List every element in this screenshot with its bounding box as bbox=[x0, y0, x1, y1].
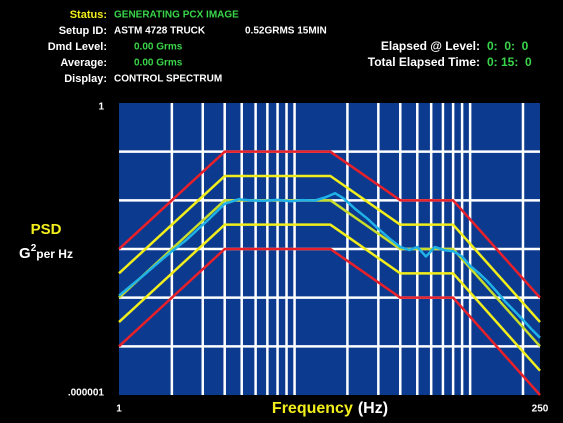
setup-id-value: ASTM 4728 TRUCK bbox=[114, 26, 206, 37]
series-line bbox=[118, 199, 541, 348]
average-value: 0.00 Grms bbox=[134, 58, 183, 69]
y-tick-label: .000001 bbox=[68, 388, 105, 399]
y-axis-title: PSD bbox=[31, 221, 62, 238]
y-tick-label: 1 bbox=[98, 102, 104, 113]
series-line bbox=[118, 150, 541, 299]
y-axis-unit: G2per Hz bbox=[19, 243, 73, 262]
series-line bbox=[118, 174, 541, 323]
x-tick-label: 1 bbox=[116, 404, 122, 415]
y-unit-suffix: per Hz bbox=[36, 247, 73, 261]
display-label: Display: bbox=[64, 73, 107, 85]
series-line bbox=[118, 191, 541, 339]
dmd-level-value: 0.00 Grms bbox=[134, 42, 183, 53]
status-label: Status: bbox=[70, 9, 107, 21]
series-line bbox=[118, 247, 541, 396]
display-value: CONTROL SPECTRUM bbox=[114, 74, 222, 85]
total-elapsed-value: 0: 15: 0 bbox=[487, 55, 532, 69]
average-label: Average: bbox=[60, 57, 107, 69]
dmd-level-label: Dmd Level: bbox=[48, 41, 107, 53]
status-value: GENERATING PCX IMAGE bbox=[114, 10, 239, 21]
x-title-unit: (Hz) bbox=[358, 400, 388, 417]
y-unit-base: G bbox=[19, 245, 31, 262]
series-line bbox=[118, 223, 541, 372]
total-elapsed-label: Total Elapsed Time: bbox=[368, 55, 480, 69]
elapsed-level-label: Elapsed @ Level: bbox=[381, 39, 480, 53]
setup-id-level: 0.52GRMS 15MIN bbox=[245, 26, 327, 37]
setup-id-label: Setup ID: bbox=[59, 25, 107, 37]
x-axis-title: Frequency (Hz) bbox=[272, 400, 388, 417]
y-unit-exponent: 2 bbox=[31, 243, 37, 254]
elapsed-level-value: 0: 0: 0 bbox=[487, 39, 529, 53]
x-tick-label: 250 bbox=[532, 404, 549, 415]
x-title-main: Frequency bbox=[272, 400, 353, 417]
